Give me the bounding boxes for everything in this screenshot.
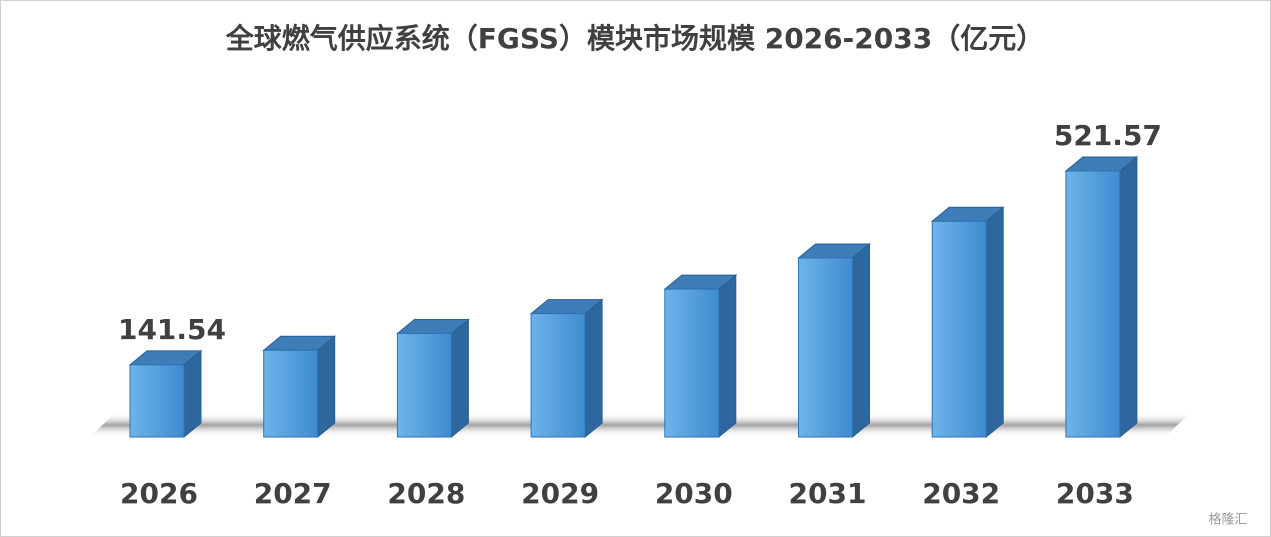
bar	[396, 332, 452, 438]
bar	[129, 364, 185, 438]
x-tick-label: 2030	[655, 477, 733, 510]
bar	[798, 257, 853, 438]
bar-side	[1119, 155, 1138, 439]
x-tick-label: 2029	[521, 477, 599, 510]
bar-side	[183, 349, 202, 439]
chart-title: 全球燃气供应系统（FGSS）模块市场规模 2026-2033（亿元）	[225, 22, 1044, 55]
bar-side	[718, 274, 737, 439]
x-tick-label: 2033	[1056, 477, 1134, 510]
bar	[931, 220, 987, 438]
floor	[90, 413, 1190, 437]
bar	[530, 313, 586, 438]
x-tick-label: 2032	[922, 477, 1000, 510]
bar-side	[317, 335, 336, 439]
x-tick-label: 2026	[120, 477, 198, 510]
x-tick-label: 2027	[254, 477, 332, 510]
bar	[263, 349, 319, 438]
value-label: 521.57	[1054, 119, 1162, 152]
watermark: 格隆汇	[1208, 512, 1247, 528]
bar	[664, 288, 720, 438]
x-tick-label: 2028	[387, 477, 465, 510]
bar	[1065, 170, 1121, 438]
bar-side	[450, 318, 469, 439]
value-label: 141.54	[118, 313, 226, 346]
bar-side	[985, 206, 1004, 439]
x-tick-label: 2031	[789, 477, 867, 510]
bar-side	[852, 242, 870, 439]
bar-side	[584, 298, 603, 439]
